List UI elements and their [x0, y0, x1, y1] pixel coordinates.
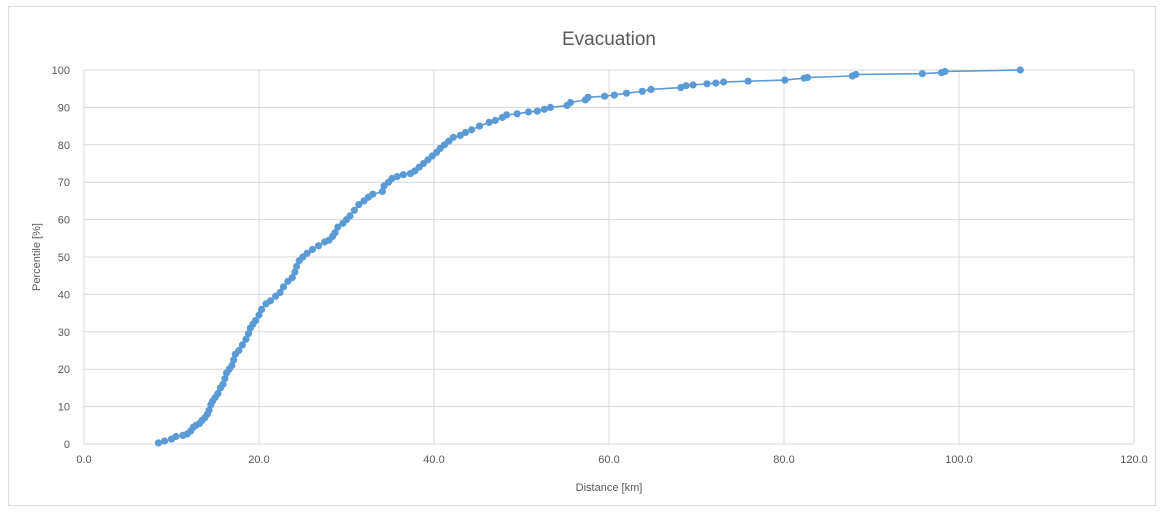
data-point [475, 122, 484, 130]
x-tick-label: 40.0 [423, 454, 444, 466]
data-point [610, 91, 618, 99]
data-point [303, 249, 311, 257]
data-point [1016, 66, 1024, 74]
data-point [689, 81, 697, 89]
data-point [293, 262, 301, 270]
data-point [703, 80, 711, 88]
x-tick-label: 0.0 [76, 454, 91, 466]
y-tick-label: 10 [58, 402, 70, 414]
data-point [228, 361, 236, 370]
data-point [449, 133, 457, 141]
y-axis-title: Percentile [%] [31, 223, 43, 291]
y-tick-label: 20 [58, 364, 70, 376]
y-tick-label: 0 [64, 439, 70, 451]
data-point [238, 341, 246, 349]
data-point [205, 406, 213, 414]
data-point [941, 67, 949, 76]
x-tick-label: 80.0 [773, 454, 794, 466]
data-point [682, 82, 690, 90]
data-point [533, 107, 541, 115]
y-tick-label: 80 [58, 140, 70, 152]
data-point [291, 268, 299, 276]
data-point [513, 110, 521, 118]
x-tick-label: 120.0 [1120, 454, 1148, 466]
data-point [258, 305, 266, 313]
x-axis-title: Distance [km] [576, 482, 643, 494]
data-point [266, 297, 274, 305]
data-point [712, 79, 720, 87]
data-point [219, 380, 227, 388]
data-point [918, 70, 926, 78]
data-point [852, 70, 860, 79]
data-point [369, 190, 377, 198]
data-point [378, 187, 386, 196]
data-point [622, 89, 631, 97]
y-tick-label: 50 [58, 252, 70, 264]
data-point [491, 116, 499, 125]
series-evacuation [154, 66, 1024, 447]
data-point [251, 317, 260, 325]
data-point [214, 389, 222, 398]
data-point [584, 93, 592, 101]
y-axis-ticks: 0 10 20 30 40 50 60 70 80 90 100 [52, 65, 70, 451]
data-point [744, 77, 752, 85]
y-tick-label: 70 [58, 177, 70, 189]
data-point [546, 103, 555, 111]
data-point [503, 111, 511, 119]
data-point [308, 245, 316, 254]
y-tick-label: 60 [58, 215, 70, 227]
data-point [524, 108, 533, 116]
data-point [638, 87, 646, 95]
data-point [288, 274, 296, 282]
data-point [647, 85, 655, 93]
data-point [468, 126, 476, 134]
x-tick-label: 60.0 [598, 454, 619, 466]
data-point [566, 98, 575, 107]
data-point [350, 206, 358, 214]
data-point [230, 356, 238, 364]
data-point [276, 288, 284, 297]
data-point [244, 330, 253, 338]
data-point [242, 335, 250, 343]
data-point [255, 311, 263, 319]
x-axis-ticks: 0.0 20.0 40.0 60.0 80.0 100.0 120.0 [76, 454, 1147, 466]
y-tick-label: 100 [52, 65, 70, 77]
data-point [540, 105, 548, 113]
data-point [172, 432, 180, 441]
x-tick-label: 20.0 [248, 454, 269, 466]
data-point [221, 375, 229, 383]
y-tick-label: 30 [58, 327, 70, 339]
data-point [601, 92, 609, 100]
data-point [461, 128, 470, 137]
y-tick-label: 90 [58, 102, 70, 114]
data-point [160, 437, 169, 445]
data-point [399, 171, 407, 179]
series-line [158, 69, 1021, 444]
gridlines [83, 69, 1135, 445]
data-point [154, 439, 162, 447]
data-point [331, 229, 339, 237]
data-point [314, 242, 323, 250]
data-point [279, 283, 288, 291]
x-tick-label: 100.0 [945, 454, 973, 466]
data-point [334, 223, 342, 231]
chart-title: Evacuation [562, 29, 656, 50]
data-point [781, 76, 789, 84]
data-point [235, 346, 243, 355]
y-tick-label: 40 [58, 289, 70, 301]
data-point [393, 173, 401, 181]
data-point [485, 118, 493, 126]
data-point [804, 73, 812, 82]
data-point [720, 78, 728, 86]
data-point [355, 201, 363, 209]
data-point [346, 212, 354, 220]
